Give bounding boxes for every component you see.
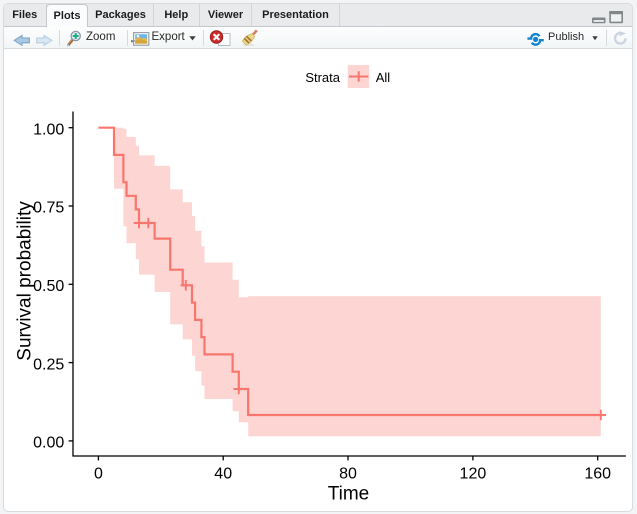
svg-text:120: 120 [460, 466, 487, 483]
svg-text:80: 80 [339, 466, 357, 483]
svg-text:0: 0 [94, 466, 103, 483]
svg-text:Survival probability: Survival probability [14, 201, 35, 361]
svg-text:Strata: Strata [305, 70, 340, 85]
svg-text:160: 160 [584, 466, 611, 483]
svg-text:0.50: 0.50 [33, 278, 64, 295]
svg-text:0.00: 0.00 [33, 435, 64, 452]
svg-text:0.75: 0.75 [33, 200, 64, 217]
svg-text:Time: Time [328, 483, 370, 504]
svg-text:1.00: 1.00 [33, 121, 64, 138]
svg-text:0.25: 0.25 [33, 356, 64, 373]
svg-text:All: All [376, 70, 391, 85]
svg-text:40: 40 [214, 466, 232, 483]
